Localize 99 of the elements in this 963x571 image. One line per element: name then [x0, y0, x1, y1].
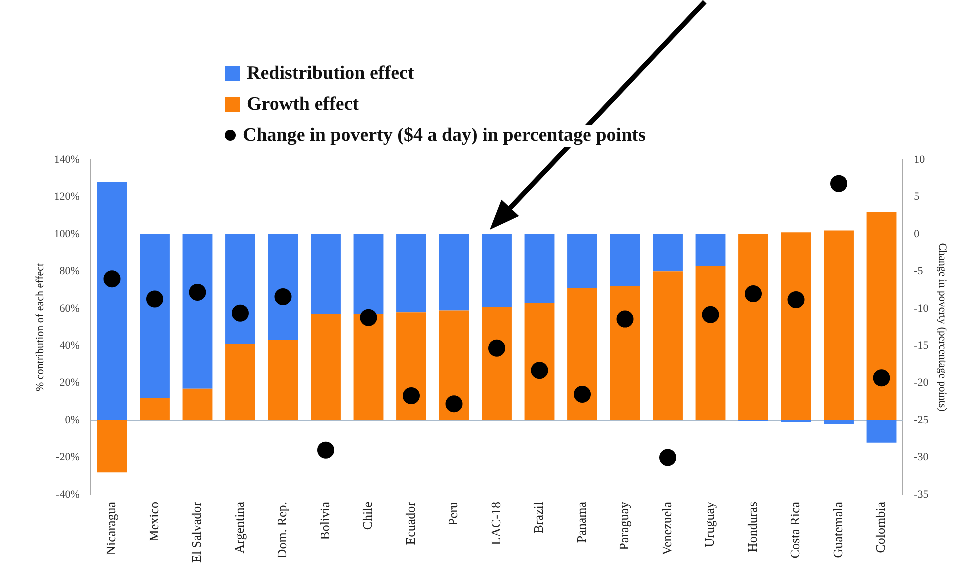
- bar: [140, 398, 170, 421]
- bar: [781, 232, 812, 421]
- y-tick-label: 120%: [54, 191, 80, 204]
- bar: [610, 286, 640, 421]
- bar: [354, 314, 384, 421]
- point: [745, 285, 762, 302]
- bar: [524, 234, 555, 304]
- legend-label: Growth effect: [247, 94, 360, 116]
- y-tick-label: 60%: [60, 302, 80, 315]
- y2-tick-label: -25: [914, 414, 930, 426]
- x-tick-label: Colombia: [873, 502, 888, 554]
- point: [403, 387, 420, 404]
- bar: [396, 312, 426, 421]
- y2-tick-label: -20: [914, 377, 930, 390]
- bar: [439, 310, 470, 421]
- x-tick-label: Argentina: [232, 502, 247, 554]
- bar: [439, 234, 470, 311]
- y-tick-label: 80%: [60, 266, 80, 278]
- y2-tick-label: -5: [914, 266, 924, 278]
- bar: [226, 344, 256, 421]
- y-tick-label: 20%: [60, 377, 80, 390]
- x-tick-label: Paraguay: [616, 501, 632, 550]
- x-tick-label: Ecuador: [402, 501, 418, 546]
- bar: [568, 288, 598, 421]
- point: [873, 370, 890, 387]
- y-tick-label: -40%: [56, 488, 80, 501]
- x-tick-label: Nicaragua: [104, 502, 119, 556]
- point: [830, 175, 848, 192]
- bar: [482, 234, 512, 308]
- bar: [866, 212, 897, 421]
- point: [616, 310, 634, 328]
- bar: [524, 303, 555, 421]
- y-tick-label: -20%: [56, 452, 80, 464]
- bar: [696, 266, 726, 421]
- point: [189, 284, 206, 302]
- point: [446, 396, 463, 413]
- point: [146, 290, 164, 308]
- bar: [653, 234, 683, 272]
- bar: [268, 234, 298, 341]
- bar: [610, 234, 640, 287]
- x-tick-label: Bolivia: [317, 502, 332, 540]
- bar: [824, 420, 854, 424]
- point: [574, 386, 592, 403]
- bar: [482, 307, 512, 421]
- bar: [696, 234, 726, 266]
- x-tick-label: Peru: [446, 502, 461, 526]
- bar: [140, 234, 170, 398]
- x-tick-label: Dom. Rep.: [274, 502, 290, 559]
- bar: [182, 388, 213, 421]
- bar: [182, 234, 213, 389]
- point: [488, 340, 506, 357]
- bar: [653, 272, 683, 421]
- x-tick-label: Mexico: [146, 502, 162, 542]
- y-tick-label: 140%: [54, 154, 80, 166]
- y2-tick-label: -35: [914, 488, 930, 501]
- point: [232, 304, 249, 322]
- bar: [396, 234, 426, 313]
- x-tick-label: Honduras: [744, 502, 760, 553]
- x-tick-label: Venezuela: [659, 502, 674, 556]
- bar: [97, 182, 128, 421]
- point: [274, 288, 292, 306]
- point: [104, 270, 121, 288]
- point: [360, 309, 378, 326]
- bar: [866, 420, 897, 443]
- y-tick-label: 0%: [65, 414, 80, 426]
- legend-label: Redistribution effect: [247, 62, 414, 84]
- y2-tick-label: 10: [914, 154, 926, 166]
- y-tick-label: 40%: [60, 340, 80, 352]
- bar: [738, 234, 768, 421]
- point: [660, 449, 677, 466]
- bar: [354, 234, 384, 314]
- y2-tick-label: -10: [914, 302, 930, 315]
- point: [788, 291, 805, 308]
- point: [702, 306, 720, 324]
- bar: [824, 230, 854, 421]
- x-tick-label: El Salvador: [189, 501, 204, 563]
- bar: [311, 234, 341, 314]
- bar: [568, 234, 598, 288]
- x-tick-label: Panama: [574, 502, 589, 544]
- y2-axis-title: Change in poverty (percentage points): [936, 243, 949, 412]
- point: [531, 362, 548, 380]
- y-axis-title: % contribution of each effect: [34, 263, 46, 392]
- bar: [97, 420, 128, 473]
- y2-tick-label: 0: [914, 228, 920, 240]
- legend-label: Change in poverty ($4 a day) in percentage points: [243, 124, 646, 146]
- bar: [226, 234, 256, 344]
- x-tick-label: LAC-18: [488, 502, 504, 546]
- point: [317, 442, 334, 459]
- x-tick-label: Brazil: [531, 502, 546, 534]
- bar: [311, 314, 341, 421]
- y-tick-label: 100%: [54, 228, 80, 240]
- y2-tick-label: -30: [914, 452, 930, 464]
- x-tick-label: Uruguay: [702, 502, 718, 548]
- x-tick-label: Costa Rica: [788, 502, 803, 559]
- y2-tick-label: -15: [914, 340, 930, 352]
- bar: [268, 340, 298, 421]
- x-tick-label: Guatemala: [830, 502, 846, 558]
- x-tick-label: Chile: [360, 502, 376, 530]
- y2-tick-label: 5: [914, 191, 920, 204]
